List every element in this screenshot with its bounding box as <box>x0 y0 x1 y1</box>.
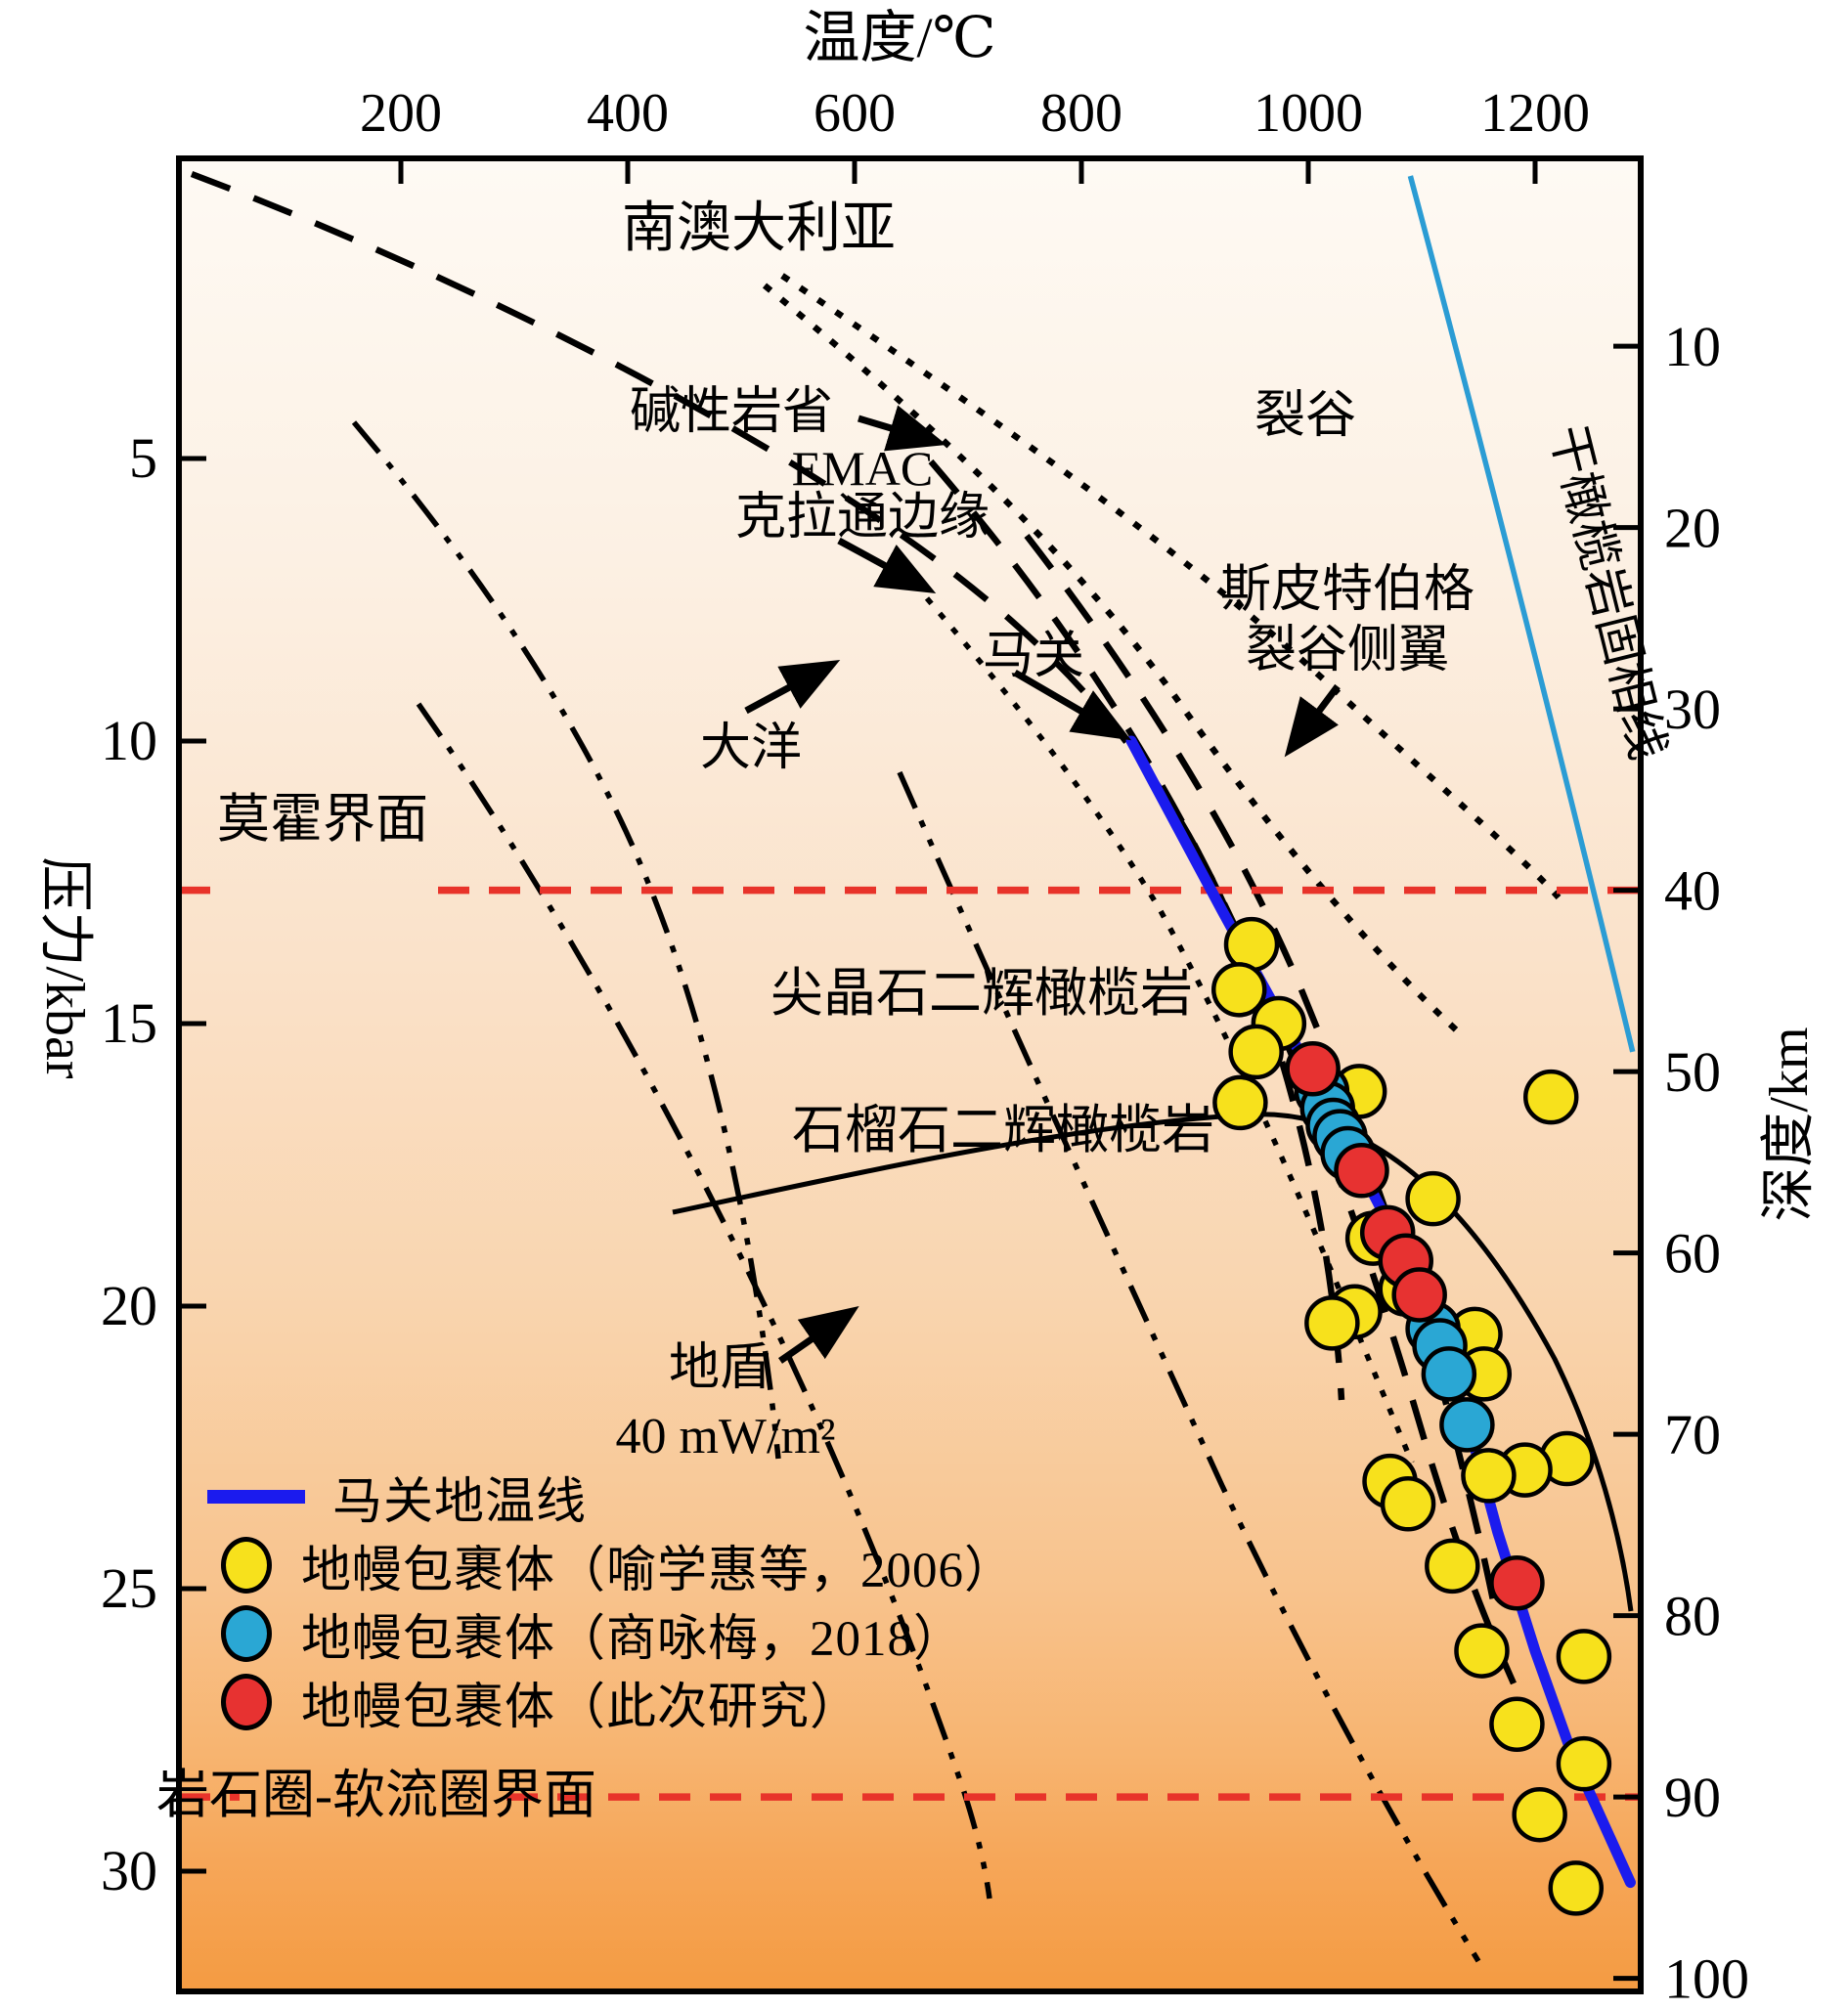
curve-ocean-geotherm <box>351 420 781 1460</box>
legend-geotherm-label: 马关地温线 <box>332 1475 588 1530</box>
legend-blue-dot <box>221 1605 272 1662</box>
dtick-label-30: 30 <box>1664 677 1721 741</box>
label-rift: 裂谷 <box>1254 388 1356 444</box>
ptick-label-5: 5 <box>129 426 157 490</box>
data-point-series0 <box>1210 962 1267 1018</box>
xtick-label-1000: 1000 <box>1254 83 1363 144</box>
label-emac: EMAC <box>792 441 933 496</box>
legend: 马关地温线 地幔包裹体（喻学惠等，2006） 地幔包裹体（商咏梅，2018） 地… <box>207 1463 1015 1736</box>
legend-row-geotherm: 马关地温线 <box>207 1463 1015 1531</box>
dtick-label-10: 10 <box>1664 315 1721 378</box>
legend-red-dot <box>221 1674 272 1730</box>
label-garnet-lherzolite: 石榴石二辉橄榄岩 <box>792 1101 1214 1159</box>
arrow-shield <box>778 1306 859 1364</box>
arrow-alkaline-province <box>857 405 947 452</box>
label-spinel-lherzolite: 尖晶石二辉橄榄岩 <box>770 964 1193 1023</box>
label-alkaline-province: 碱性岩省 <box>630 384 833 440</box>
data-point-series2 <box>1391 1267 1447 1323</box>
axis-title-temperature: 温度/℃ <box>804 6 996 69</box>
data-point-series0 <box>1522 1069 1579 1125</box>
data-point-series0 <box>1548 1860 1605 1916</box>
ptick-label-15: 15 <box>101 991 157 1055</box>
data-point-series0 <box>1454 1623 1510 1679</box>
data-point-series0 <box>1228 1024 1284 1080</box>
data-point-series2 <box>1285 1040 1341 1097</box>
arrow-craton-margin <box>837 537 937 594</box>
axis-title-pressure: 压力/kbar <box>34 856 95 1078</box>
xtick-label-200: 200 <box>360 83 442 144</box>
dtick-label-20: 20 <box>1664 497 1721 560</box>
label-spitsbergen: 斯皮特伯格 <box>1220 562 1474 618</box>
legend-row-yu2006: 地幔包裹体（喻学惠等，2006） <box>207 1531 1015 1599</box>
curve-rift-geotherm <box>762 283 1462 1035</box>
xtick-label-800: 800 <box>1040 83 1122 144</box>
xtick-label-1200: 1200 <box>1480 83 1590 144</box>
dtick-label-50: 50 <box>1664 1040 1721 1104</box>
data-point-series0 <box>1304 1295 1360 1351</box>
legend-geotherm-line-swatch <box>207 1490 305 1504</box>
label-ocean: 大洋 <box>700 721 802 776</box>
dtick-label-60: 60 <box>1664 1222 1721 1286</box>
label-moho: 莫霍界面 <box>217 790 428 849</box>
data-point-series0 <box>1425 1538 1480 1595</box>
solidus-line <box>1407 175 1636 1053</box>
label-40mw: 40 mW/m² <box>615 1409 835 1464</box>
data-point-series0 <box>1212 1074 1268 1131</box>
label-shield: 地盾 <box>669 1340 770 1396</box>
legend-yu2006-label: 地幔包裹体（喻学惠等，2006） <box>301 1544 1016 1598</box>
data-point-series0 <box>1223 916 1280 973</box>
plot-background <box>179 158 1641 1991</box>
data-point-series0 <box>1489 1696 1545 1752</box>
label-craton-margin: 克拉通边缘 <box>735 490 990 546</box>
data-point-series0 <box>1405 1170 1461 1227</box>
xtick-label-400: 400 <box>587 83 669 144</box>
label-lab: 岩石圈-软流圈界面 <box>156 1766 596 1824</box>
legend-row-shang2018: 地幔包裹体（商咏梅，2018） <box>207 1599 1015 1668</box>
legend-shang2018-label: 地幔包裹体（商咏梅，2018） <box>301 1612 965 1667</box>
label-maguan: 马关 <box>983 629 1084 684</box>
data-point-series1 <box>1421 1346 1477 1402</box>
dtick-label-90: 90 <box>1664 1766 1721 1829</box>
data-point-series0 <box>1461 1448 1517 1504</box>
ptick-label-30: 30 <box>101 1839 157 1902</box>
curve-south-australia-geotherm <box>190 170 1345 1401</box>
legend-row-thisstudy: 地幔包裹体（此次研究） <box>207 1668 1015 1736</box>
legend-yellow-dot <box>221 1537 272 1594</box>
arrow-rift-flank <box>1284 683 1341 758</box>
label-south-australia: 南澳大利亚 <box>622 198 896 259</box>
curve-dashdot-right-geotherm <box>897 770 1481 1963</box>
ptick-label-20: 20 <box>101 1274 157 1337</box>
label-rift-flank: 裂谷侧翼 <box>1246 623 1449 678</box>
dtick-label-100: 100 <box>1664 1947 1749 2010</box>
legend-thisstudy-label: 地幔包裹体（此次研究） <box>301 1681 861 1735</box>
xtick-label-600: 600 <box>814 83 896 144</box>
data-point-series2 <box>1489 1554 1545 1611</box>
data-point-series1 <box>1439 1397 1495 1453</box>
data-point-series2 <box>1334 1143 1389 1199</box>
dtick-label-40: 40 <box>1664 859 1721 923</box>
data-point-series0 <box>1556 1735 1612 1792</box>
plot-frame <box>176 155 1644 1994</box>
axis-title-depth: 深度/km <box>1759 1027 1820 1221</box>
arrow-ocean <box>744 660 841 715</box>
data-point-series0 <box>1556 1629 1612 1684</box>
ptick-label-25: 25 <box>101 1556 157 1620</box>
data-point-series0 <box>1512 1786 1567 1843</box>
ptick-label-10: 10 <box>101 709 157 772</box>
dtick-label-80: 80 <box>1664 1585 1721 1648</box>
arrow-maguan <box>1013 669 1132 741</box>
data-point-series0 <box>1380 1476 1436 1532</box>
dtick-label-70: 70 <box>1664 1403 1721 1466</box>
